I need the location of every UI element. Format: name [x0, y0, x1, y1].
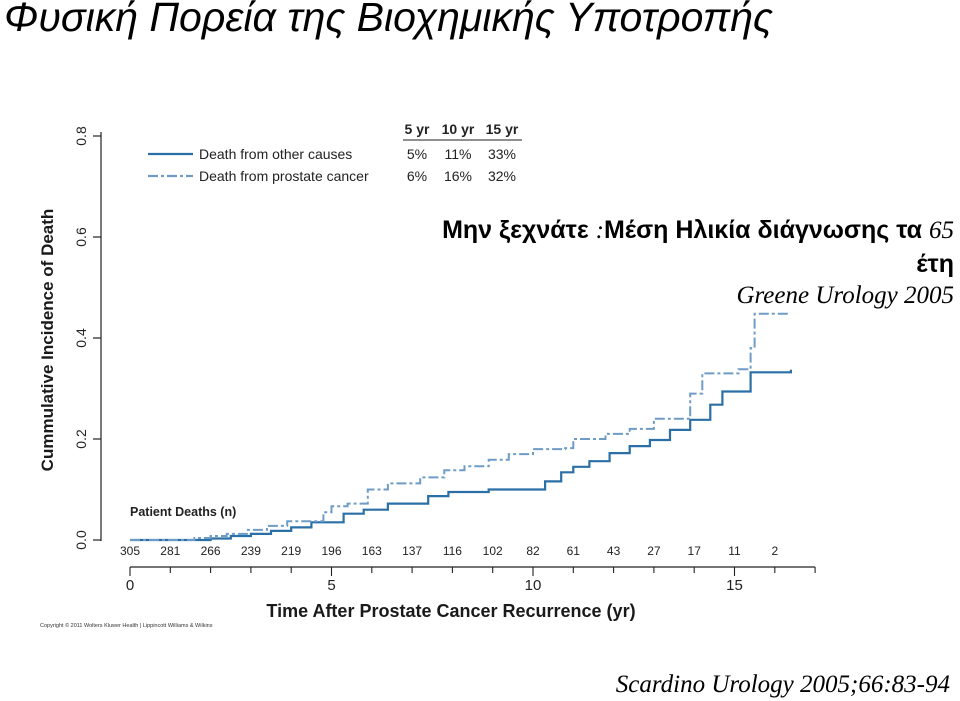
risk-table-value: 2 [771, 544, 778, 558]
axis-layer: 0.0 0.2 0.4 0.6 0.8 0 5 10 15 [73, 126, 816, 594]
legend-header: 5 yr [405, 121, 430, 137]
risk-table-value: 137 [402, 544, 422, 558]
x-tick-label: 5 [327, 577, 335, 594]
x-tick-label: 10 [525, 577, 542, 594]
risk-table-value: 116 [443, 544, 462, 558]
series-line-other-causes [130, 369, 792, 542]
legend-value: 33% [488, 146, 516, 162]
legend-value: 6% [407, 168, 427, 184]
legend-entry: Death from other causes [199, 146, 352, 162]
legend-header: 10 yr [442, 121, 475, 137]
risk-table-value: 82 [526, 544, 540, 558]
risk-table-value: 102 [483, 544, 503, 558]
series-layer [130, 312, 792, 542]
legend-entry: Death from prostate cancer [199, 168, 369, 184]
x-axis-label: Time After Prostate Cancer Recurrence (y… [266, 601, 635, 621]
risk-table-value: 27 [647, 544, 661, 558]
x-tick-label: 0 [126, 577, 134, 594]
risk-table-value: 11 [728, 544, 741, 558]
y-tick-label: 0.4 [73, 328, 89, 348]
note-median-age: Μην ξεχνάτε :Μέση Ηλικία διάγνωσης τα 65 [442, 216, 954, 245]
note-middle: Μέση Ηλικία διάγνωσης τα [603, 216, 929, 244]
risk-table-value: 17 [688, 544, 702, 558]
risk-table-value: 61 [567, 544, 581, 558]
risk-table: Patient Deaths (n) 305 281 266 239 219 196 163 1… [120, 505, 778, 558]
risk-table-value: 43 [607, 544, 621, 558]
y-tick-label: 0.8 [73, 126, 89, 146]
note-colon: : [595, 217, 604, 244]
y-axis-label: Cummulative Incidence of Death [38, 209, 57, 472]
note-age: 65 [929, 217, 954, 244]
y-tick-label: 0.2 [73, 429, 89, 449]
legend-value: 16% [444, 168, 472, 184]
legend-value: 32% [488, 168, 516, 184]
y-tick-label: 0.0 [73, 530, 89, 550]
legend-value: 5% [407, 146, 427, 162]
slide-title: Φυσική Πορεία της Βιοχημικής Υποτροπής [4, 0, 773, 40]
risk-table-value: 281 [160, 544, 180, 558]
legend-value: 11% [445, 146, 472, 162]
risk-table-label: Patient Deaths (n) [130, 505, 236, 519]
copyright-text: Copyright © 2011 Wolters Kluwer Health |… [40, 623, 213, 629]
legend-layer: 5 yr 10 yr 15 yr Death from other causes 5% 1… [148, 121, 522, 184]
risk-table-value: 266 [201, 544, 221, 558]
risk-table-value: 219 [281, 544, 301, 558]
y-tick-label: 0.6 [73, 227, 89, 247]
risk-table-value: 163 [362, 544, 382, 558]
reference-citation: Scardino Urology 2005;66:83-94 [615, 671, 950, 698]
risk-table-value: 239 [241, 544, 261, 558]
series-line-prostate-cancer [130, 312, 791, 541]
note-prefix: Μην ξεχνάτε [442, 216, 596, 244]
risk-table-value: 305 [120, 544, 140, 558]
note-line2: έτη [916, 250, 954, 278]
legend-header: 15 yr [486, 121, 519, 137]
x-tick-label: 15 [726, 577, 743, 594]
risk-table-value: 196 [321, 544, 341, 558]
note-citation: Greene Urology 2005 [736, 282, 954, 309]
